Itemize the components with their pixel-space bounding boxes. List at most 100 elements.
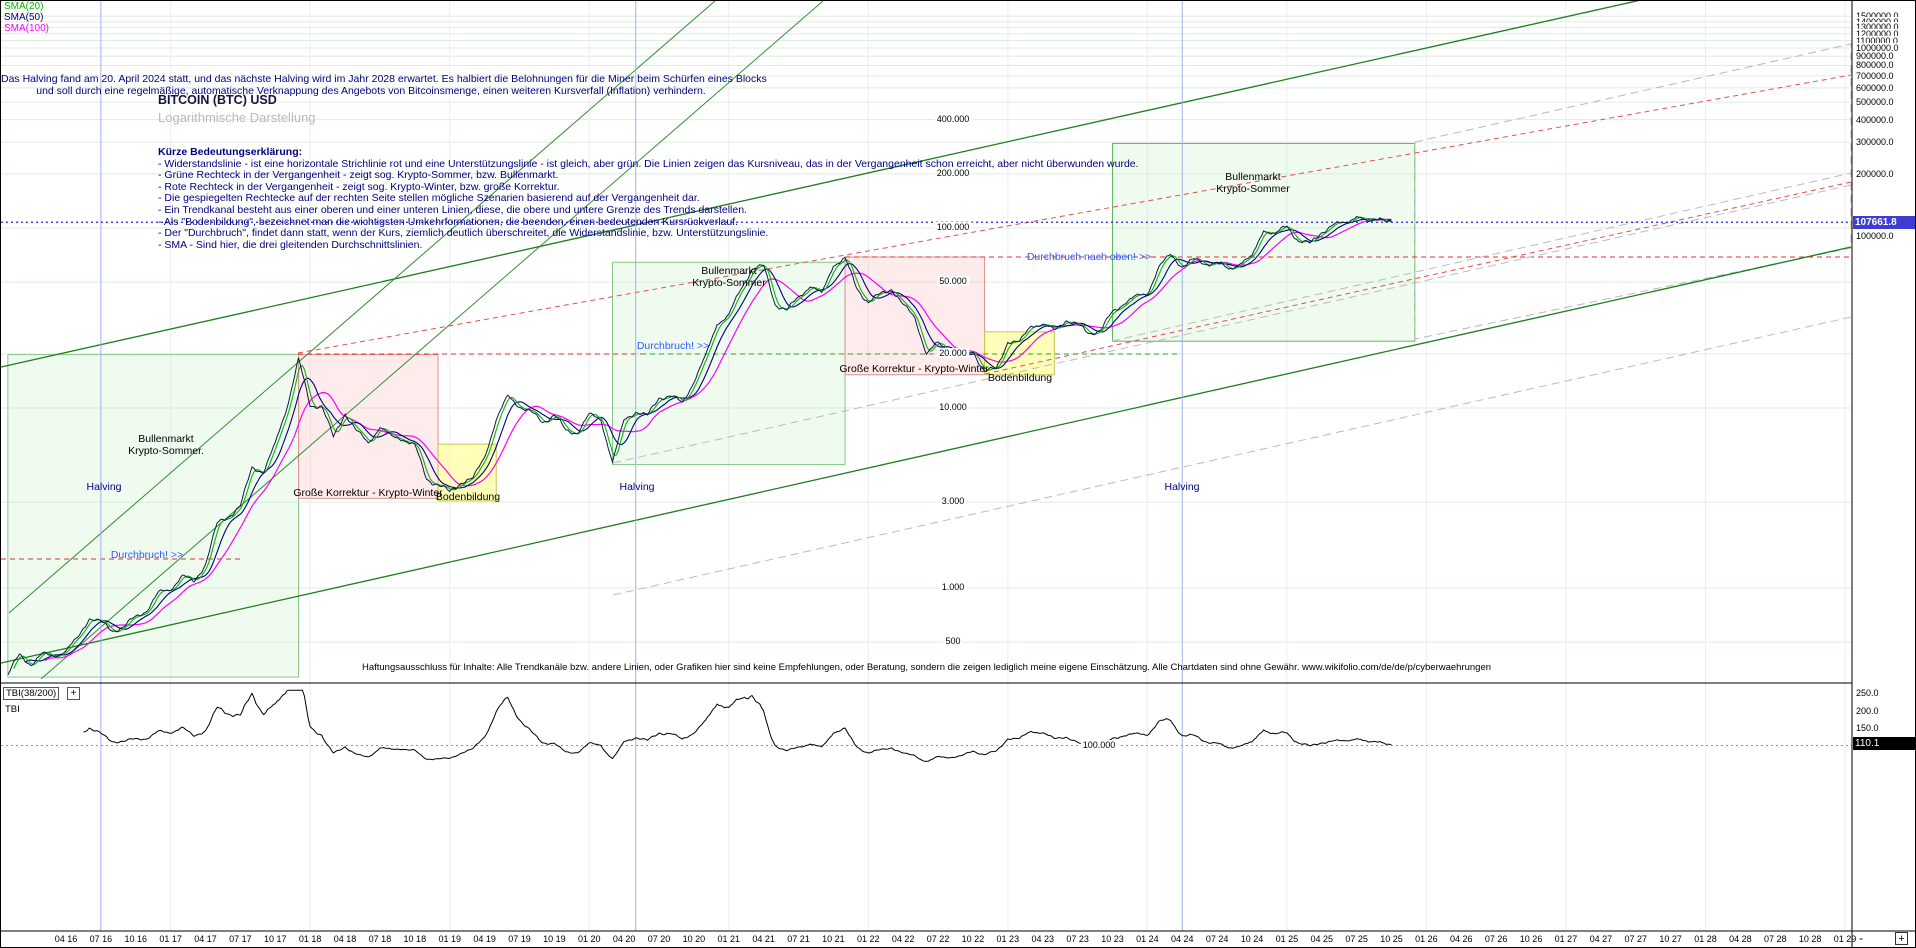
x-axis-tick: 04 22 (891, 934, 915, 944)
x-axis-tick: 07 18 (368, 934, 392, 944)
legend-line: - Der "Durchbruch", findet dann statt, w… (158, 227, 769, 240)
grid-price-label: 1.000 (939, 582, 967, 592)
x-axis-tick: 10 17 (264, 934, 287, 944)
x-axis-tick: 01 18 (298, 934, 322, 944)
x-axis-tick: 07 17 (229, 934, 252, 944)
grid-price-label: 3.000 (939, 496, 967, 507)
x-axis-tick: 10 26 (1519, 934, 1543, 944)
y-axis-label: 1400000.0 (1856, 16, 1899, 27)
legend-line: - SMA - Sind hier, die drei gleitenden D… (158, 238, 423, 251)
grid-price-label: 400.000 (934, 113, 972, 124)
zoom-in-button[interactable]: + (1895, 932, 1908, 945)
x-axis-tick: 01 22 (857, 934, 880, 944)
x-axis-tick: 04 18 (333, 934, 357, 944)
chart-annotation: Bullenmarkt Krypto-Sommer (692, 265, 766, 289)
x-axis-tick: 04 17 (194, 934, 217, 944)
legend-title: Kürze Bedeutungserklärung: (158, 146, 303, 158)
halving-note-line2: und soll durch eine regelmäßige, automat… (36, 85, 706, 97)
grid-price-label: 200.000 (934, 167, 972, 178)
legend-line: - Als "Bodenbildung", bezeichnet man die… (158, 215, 739, 228)
x-axis-tick: 10 24 (1240, 934, 1264, 944)
x-axis-tick: 10 28 (1798, 934, 1822, 944)
x-axis-tick: 04 20 (612, 934, 636, 944)
chart-subtitle: Logarithmische Darstellung (158, 110, 316, 125)
tbi-grid-label: 100.000 (1080, 739, 1118, 750)
sma100-legend-label: SMA(100) (4, 23, 50, 34)
grid-price-label: 10.000 (937, 402, 969, 412)
x-axis-tick: 01 23 (996, 934, 1020, 944)
grid-price-label: 100.000 (934, 222, 972, 232)
y-axis-label: 200000.0 (1856, 168, 1894, 179)
halving-note: Das Halving fand am 20. April 2024 statt… (1, 73, 767, 97)
x-axis-tick: 04 16 (54, 934, 78, 944)
chart-annotation: Durchbruch! >> (110, 549, 184, 561)
chart-annotation: Bodenbildung (987, 372, 1053, 384)
x-axis-tick: 01 29 (1833, 934, 1857, 944)
x-axis-tick: 01 20 (577, 934, 601, 944)
grid-price-label: 20.000 (937, 347, 969, 358)
x-axis-tick: 10 16 (124, 934, 148, 944)
chart-annotation: Bullenmarkt Krypto-Sommer (1216, 171, 1290, 195)
x-axis-tick: 07 19 (508, 934, 531, 944)
chart-annotation: Halving (86, 481, 122, 493)
x-axis-tick: 04 27 (1589, 934, 1613, 944)
x-axis-tick: 04 24 (1170, 934, 1194, 944)
grid-price-label: 500 (943, 636, 963, 647)
y-axis-label: 1100000.0 (1856, 35, 1898, 46)
legend-line: - Ein Trendkanal besteht aus einer obere… (158, 203, 747, 216)
x-axis-tick: 07 25 (1345, 934, 1368, 944)
tbi-axis-label: 200.0 (1856, 705, 1879, 716)
tbi-label: TBI (5, 704, 20, 715)
y-axis-label: 600000.0 (1856, 82, 1894, 93)
x-axis-tick: 01 19 (438, 934, 461, 944)
x-axis-tick: 01 27 (1554, 934, 1578, 944)
x-axis-tick: 10 23 (1101, 934, 1124, 944)
y-axis-label: 1000000.0 (1856, 43, 1899, 53)
y-axis-label: 500000.0 (1856, 97, 1894, 108)
tbi-add-button[interactable]: + (67, 687, 80, 700)
x-axis-tick: 04 23 (1031, 934, 1054, 944)
chart-annotation: Bullenmarkt Krypto-Sommer. (128, 433, 204, 457)
sma-legend: SMA(20) SMA(50) SMA(100) (4, 1, 49, 34)
y-axis-label: 400000.0 (1856, 114, 1894, 125)
y-axis-label: 1500000.0 (1856, 11, 1899, 22)
chart-annotation: Bodenbildung (435, 491, 501, 503)
tbi-indicator-button[interactable]: TBI(38/200) (3, 687, 60, 700)
x-axis-tick: 10 20 (682, 934, 706, 944)
x-axis-tick: 04 28 (1729, 934, 1752, 944)
x-axis-tick: 01 21 (717, 934, 741, 944)
x-axis-tick: 01 24 (1136, 934, 1159, 944)
x-axis-tick: 04 19 (473, 934, 496, 944)
x-axis-tick: 10 21 (822, 934, 845, 944)
x-axis-tick: 10 27 (1659, 934, 1682, 944)
tbi-axis-label: 250.0 (1856, 688, 1879, 698)
x-axis-tick: 01 28 (1694, 934, 1717, 944)
chart-annotation: Große Korrektur - Krypto-Winter (293, 487, 443, 499)
halving-note-line1: Das Halving fand am 20. April 2024 statt… (1, 73, 767, 85)
x-axis-tick: 04 26 (1450, 934, 1473, 944)
y-axis-label: 700000.0 (1856, 70, 1894, 81)
x-axis-tick: 07 20 (647, 934, 671, 944)
x-axis-tick: 07 21 (787, 934, 810, 944)
chart-annotation: Durchbruch! >> (636, 340, 710, 352)
sma20-legend-label: SMA(20) (4, 1, 44, 12)
x-axis-tick: 07 24 (1205, 934, 1229, 944)
legend-line: - Rote Rechteck in der Vergangenheit - z… (158, 180, 560, 193)
y-axis-label: 1300000.0 (1856, 22, 1899, 33)
tbi-value-label: 110.1 (1853, 737, 1915, 750)
x-axis-tick: 07 16 (89, 934, 113, 944)
legend-line: - Grüne Rechteck in der Vergangenheit - … (158, 169, 559, 182)
disclaimer: Haftungsausschluss für Inhalte: Alle Tre… (361, 662, 1492, 673)
legend-line: - Die gespiegelten Rechtecke auf der rec… (158, 192, 700, 205)
x-axis-tick: 04 21 (752, 934, 775, 944)
page-title: BITCOIN (BTC) USD (158, 93, 277, 107)
x-axis-tick: 01 17 (159, 934, 182, 944)
legend-block: Kürze Bedeutungserklärung: - Widerstands… (158, 146, 1139, 251)
zoom-out-button[interactable]: - (1859, 931, 1863, 945)
x-axis-tick: 10 19 (543, 934, 566, 944)
tbi-axis-label: 150.0 (1856, 723, 1879, 733)
chart-annotation: Halving (1164, 481, 1200, 493)
y-axis-label: 900000.0 (1856, 51, 1894, 62)
x-axis-tick: 10 25 (1380, 934, 1403, 944)
